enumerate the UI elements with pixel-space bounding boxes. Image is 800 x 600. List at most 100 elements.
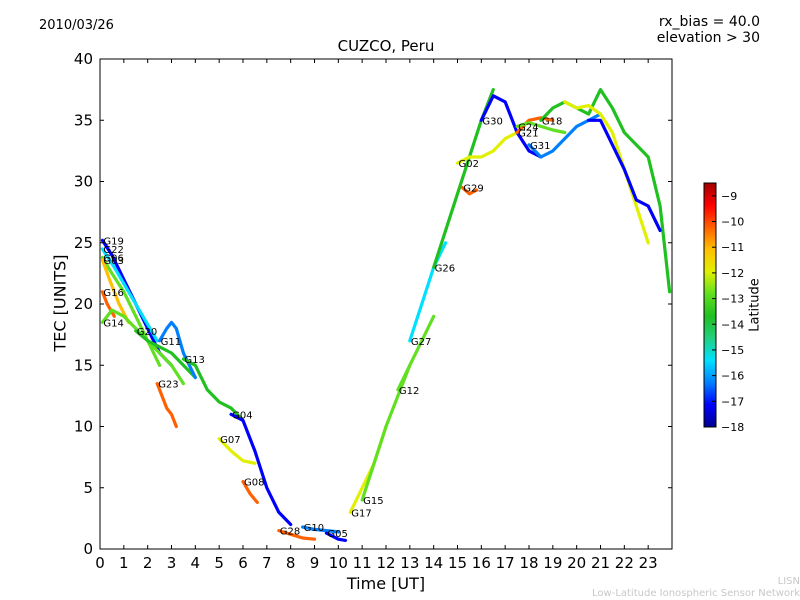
series-trace-g24 <box>515 121 567 135</box>
prn-label-g02: G02 <box>459 159 479 170</box>
colorbar <box>703 182 717 428</box>
y-tick-label: 5 <box>83 479 93 497</box>
prn-label-g29: G29 <box>463 184 483 195</box>
prn-label-g22: G22 <box>103 245 123 256</box>
series-trace-unlabeled-29 <box>586 118 662 233</box>
series-trace-g29 <box>460 186 479 196</box>
y-tick-label: 40 <box>74 50 93 68</box>
prn-label-g19: G19 <box>103 236 123 247</box>
prn-label-g16: G16 <box>103 288 123 299</box>
prn-label-g27: G27 <box>411 337 431 348</box>
prn-label-g20: G20 <box>137 327 157 338</box>
series-trace-g12 <box>396 314 436 392</box>
x-tick-label: 9 <box>310 554 320 572</box>
x-tick-label: 3 <box>167 554 177 572</box>
prn-label-g04: G04 <box>232 410 252 421</box>
prn-label-g31: G31 <box>530 141 550 152</box>
colorbar-tick-label: −10 <box>721 216 744 229</box>
series-trace-g08 <box>241 480 259 504</box>
rx-bias-label: rx_bias = 40.0 <box>658 14 760 30</box>
chart-title: CUZCO, Peru <box>337 37 435 55</box>
prn-label-g23: G23 <box>158 380 178 391</box>
colorbar-tick-label: −11 <box>721 241 744 254</box>
y-tick-label: 10 <box>74 418 93 436</box>
series-trace-g18 <box>539 87 672 294</box>
x-tick-label: 20 <box>567 554 586 572</box>
x-tick-label: 17 <box>496 554 515 572</box>
prn-label-g17: G17 <box>351 508 371 519</box>
x-tick-label: 23 <box>639 554 658 572</box>
credit-short: LISN <box>777 576 800 587</box>
series-trace-g11 <box>158 320 197 380</box>
prn-label-g24: G24 <box>518 122 538 133</box>
series-trace-g28 <box>277 528 317 541</box>
prn-label-g12: G12 <box>399 386 419 397</box>
series-trace-g10 <box>301 525 340 534</box>
elevation-label: elevation > 30 <box>656 30 760 46</box>
series-trace-g30 <box>479 94 543 159</box>
x-tick-label: 22 <box>615 554 634 572</box>
series-trace-g20 <box>134 329 197 380</box>
prn-label-g10: G10 <box>304 523 324 534</box>
y-tick-label: 0 <box>83 540 93 558</box>
x-tick-label: 11 <box>353 554 372 572</box>
y-tick-label: 25 <box>74 234 93 252</box>
series-trace-g07 <box>217 437 257 465</box>
series-trace-g05 <box>324 531 348 543</box>
series-trace-g27 <box>408 241 448 343</box>
x-tick-label: 19 <box>543 554 562 572</box>
prn-label-g11: G11 <box>161 337 181 348</box>
colorbar-tick-label: −15 <box>721 344 744 357</box>
colorbar-tick-label: −16 <box>721 370 744 383</box>
prn-label-g06: G06 <box>103 253 123 264</box>
x-tick-label: 13 <box>400 554 419 572</box>
series-trace-g21 <box>515 116 555 135</box>
credit-long: Low-Latitude Ionospheric Sensor Network <box>592 588 800 599</box>
colorbar-ticks: −9 −10 −11 −12 −13 −14 −15 −16 −17 −18 <box>712 190 744 434</box>
colorbar-tick-label: −12 <box>721 267 744 280</box>
series-trace-g13 <box>181 357 245 422</box>
prn-label-g03: G03 <box>103 256 123 267</box>
prn-label-g26: G26 <box>435 263 455 274</box>
prn-label-g14: G14 <box>103 318 123 329</box>
plot-frame <box>99 58 673 550</box>
colorbar-tick-label: −18 <box>721 421 744 434</box>
prn-label-g21: G21 <box>518 129 538 140</box>
x-tick-label: 15 <box>448 554 467 572</box>
series-trace-g15 <box>360 363 412 502</box>
x-axis-label: Time [UT] <box>346 574 426 593</box>
series-trace-g22 <box>100 247 159 343</box>
x-tick-label: 21 <box>591 554 610 572</box>
prn-label-g08: G08 <box>244 478 264 489</box>
x-tick-label: 8 <box>286 554 296 572</box>
colorbar-tick-label: −14 <box>721 318 744 331</box>
x-tick-label: 16 <box>472 554 491 572</box>
prn-label-g18: G18 <box>542 116 562 127</box>
colorbar-tick-label: −17 <box>721 395 744 408</box>
series-trace-g04 <box>229 412 293 527</box>
x-tick-label: 6 <box>238 554 248 572</box>
y-tick-label: 35 <box>74 111 93 129</box>
prn-label-g30: G30 <box>482 116 502 127</box>
prn-label-g28: G28 <box>280 527 300 538</box>
colorbar-tick-label: −9 <box>721 190 737 203</box>
x-tick-label: 2 <box>143 554 153 572</box>
series-trace-unlabeled-28 <box>563 100 650 245</box>
colorbar-tick-label: −13 <box>721 293 744 306</box>
x-tick-label: 1 <box>119 554 129 572</box>
y-tick-label: 20 <box>74 295 93 313</box>
axis-layer: 0 1 2 3 4 5 6 7 8 9 10 11 12 13 14 15 16 17 18 19 20 21 22 2305… <box>74 50 672 572</box>
series-trace-g23 <box>155 382 178 429</box>
series-layer <box>100 87 672 543</box>
date-label: 2010/03/26 <box>39 18 114 33</box>
x-tick-label: 4 <box>191 554 201 572</box>
prn-label-g07: G07 <box>220 435 240 446</box>
parameter-block: rx_bias = 40.0 elevation > 30 <box>657 14 760 46</box>
x-tick-label: 12 <box>376 554 395 572</box>
y-tick-label: 30 <box>74 173 93 191</box>
x-tick-label: 18 <box>519 554 538 572</box>
prn-label-g15: G15 <box>363 496 383 507</box>
prn-label-g05: G05 <box>327 529 347 540</box>
